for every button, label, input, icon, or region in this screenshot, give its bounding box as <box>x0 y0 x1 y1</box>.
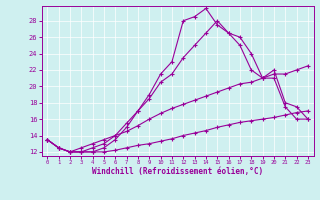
X-axis label: Windchill (Refroidissement éolien,°C): Windchill (Refroidissement éolien,°C) <box>92 167 263 176</box>
